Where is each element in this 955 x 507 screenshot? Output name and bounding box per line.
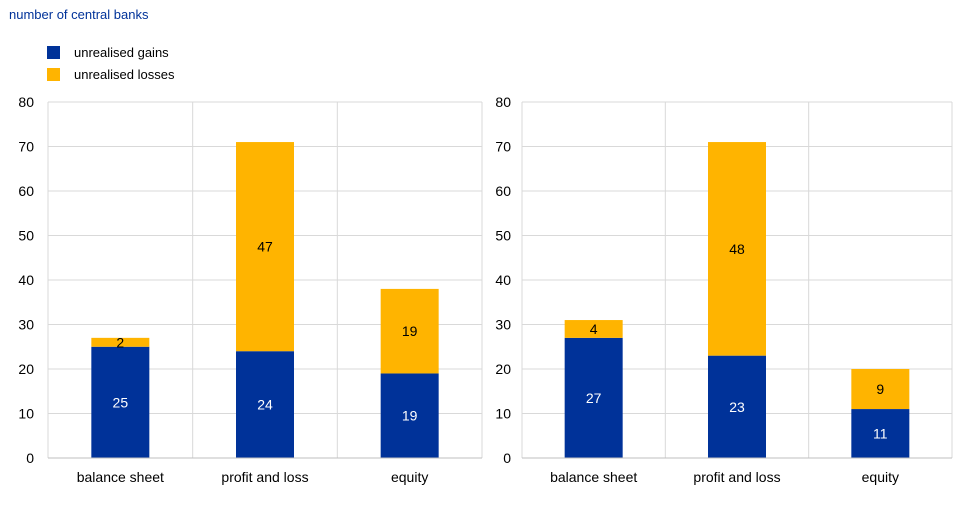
data-label-gains: 27 — [586, 390, 602, 406]
y-tick-label: 0 — [503, 450, 511, 466]
legend-item-losses: unrealised losses — [47, 63, 174, 85]
y-tick-label: 70 — [18, 139, 34, 155]
y-tick-label: 80 — [18, 94, 34, 110]
bar-gains — [236, 351, 294, 458]
data-label-losses: 48 — [729, 241, 745, 257]
data-label-losses: 9 — [876, 381, 884, 397]
bar-losses — [380, 288, 439, 374]
data-label-losses: 47 — [257, 239, 273, 255]
bar-gains — [564, 337, 623, 458]
data-label-losses: 2 — [116, 334, 124, 350]
bar-losses — [708, 142, 766, 356]
chart-1: 0 10 20 30 40 50 60 70 80 25 2 balance sheet 24 47 pro… — [18, 94, 483, 485]
data-label-gains: 19 — [402, 408, 418, 424]
x-tick-label: balance sheet — [77, 469, 164, 485]
y-tick-label: 60 — [495, 183, 511, 199]
bar-gains — [851, 409, 910, 458]
legend-swatch-losses — [47, 67, 60, 81]
x-tick-label: profit and loss — [221, 469, 308, 485]
y-tick-label: 10 — [495, 406, 511, 422]
y-tick-label: 0 — [26, 450, 34, 466]
data-label-gains: 23 — [729, 399, 745, 415]
x-tick-label: balance sheet — [550, 469, 637, 485]
bar-gains — [708, 355, 766, 458]
legend: unrealised gains unrealised losses — [47, 41, 174, 85]
data-label-losses: 4 — [590, 321, 598, 337]
y-tick-label: 20 — [495, 361, 511, 377]
bar-gains — [91, 346, 150, 458]
bar-losses — [851, 369, 910, 410]
y-tick-label: 10 — [18, 406, 34, 422]
legend-label-losses: unrealised losses — [74, 66, 175, 82]
data-label-gains: 25 — [113, 394, 129, 410]
y-tick-label: 60 — [18, 183, 34, 199]
legend-item-gains: unrealised gains — [47, 41, 174, 63]
y-tick-label: 50 — [18, 228, 34, 244]
chart-2: 0 10 20 30 40 50 60 70 80 27 4 balance sheet 23 48 pro… — [495, 94, 953, 485]
y-tick-label: 80 — [495, 94, 511, 110]
y-tick-label: 30 — [495, 317, 511, 333]
x-tick-label: profit and loss — [693, 469, 780, 485]
data-label-losses: 19 — [402, 323, 418, 339]
bar-losses — [236, 142, 294, 352]
y-tick-label: 70 — [495, 139, 511, 155]
y-tick-label: 40 — [495, 272, 511, 288]
bar-gains — [380, 373, 439, 458]
data-label-gains: 24 — [257, 397, 273, 413]
legend-label-gains: unrealised gains — [74, 44, 169, 60]
legend-swatch-gains — [47, 45, 60, 59]
y-tick-label: 20 — [18, 361, 34, 377]
unit-label: number of central banks — [9, 7, 149, 22]
bar-losses — [91, 337, 150, 347]
y-tick-label: 40 — [18, 272, 34, 288]
x-tick-label: equity — [391, 469, 428, 485]
data-label-gains: 11 — [873, 426, 888, 442]
x-tick-label: equity — [862, 469, 899, 485]
bar-losses — [564, 320, 623, 338]
y-tick-label: 50 — [495, 228, 511, 244]
y-tick-label: 30 — [18, 317, 34, 333]
